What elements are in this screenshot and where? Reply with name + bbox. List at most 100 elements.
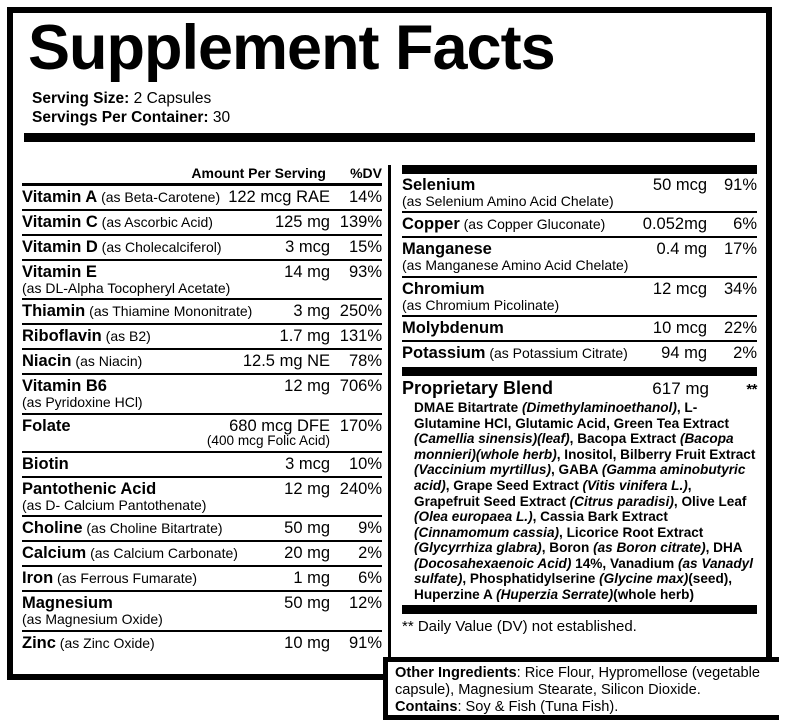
- other-ingredients-line: Other Ingredients: Rice Flour, Hypromell…: [395, 665, 773, 699]
- nutrient-row: Niacin (as Niacin) 12.5 mg NE 78%: [22, 348, 382, 373]
- nutrient-amount: 12 mg: [284, 377, 330, 396]
- nutrient-subamount: (400 mcg Folic Acid): [206, 432, 330, 448]
- nutrient-name: Manganese: [402, 240, 492, 259]
- blend-amount: 617 mg: [652, 379, 709, 399]
- nutrient-source: (as Calcium Carbonate): [86, 545, 238, 562]
- nutrient-dv: 170%: [339, 416, 382, 435]
- nutrient-source: (as Copper Gluconate): [459, 216, 606, 233]
- dv-footnote: ** Daily Value (DV) not established.: [402, 618, 637, 636]
- contains-label: Contains: [395, 698, 458, 715]
- nutrient-dv: 139%: [339, 213, 382, 231]
- nutrient-amount: 12 mg: [284, 479, 330, 498]
- nutrient-name: Vitamin B6: [22, 377, 107, 396]
- nutrient-source: (as Choline Bitartrate): [82, 520, 223, 537]
- nutrient-amount: 12 mcg: [652, 279, 707, 298]
- nutrient-amount: 50 mg: [284, 594, 330, 613]
- nutrient-row: Folate 680 mcg DFE 170% (400 mcg Folic Acid…: [22, 412, 382, 451]
- nutrient-name: Iron (as Ferrous Fumarate): [22, 569, 198, 588]
- nutrient-amount: 0.4 mg: [656, 240, 707, 259]
- nutrient-column-right: Selenium 50 mcg 91% (as Selenium Amino Acid…: [388, 165, 758, 670]
- contains-line: Contains: Soy & Fish (Tuna Fish).: [395, 699, 773, 716]
- nutrient-amount: 1 mg: [293, 569, 330, 588]
- nutrient-amount: 12.5 mg NE: [242, 352, 330, 371]
- proprietary-blend-header: Proprietary Blend 617 mg **: [402, 378, 758, 399]
- nutrient-name: Thiamin (as Thiamine Mononitrate): [22, 302, 253, 321]
- other-ingredients-label: Other Ingredients: [395, 665, 517, 681]
- header-divider-bar: [24, 132, 755, 142]
- nutrient-name: Vitamin D (as Cholecalciferol): [22, 238, 222, 256]
- nutrient-dv: 12%: [348, 594, 382, 613]
- blend-ingredients: DMAE Bitartrate (Dimethylaminoethanol), …: [414, 400, 756, 602]
- nutrient-amount: 20 mg: [284, 544, 330, 563]
- nutrient-dv: 91%: [348, 633, 382, 652]
- nutrient-dv: 78%: [348, 352, 382, 371]
- nutrient-source: (as Ascorbic Acid): [97, 214, 213, 230]
- nutrient-name: Vitamin E: [22, 263, 97, 281]
- blend-title: Proprietary Blend: [402, 378, 554, 399]
- nutrient-subsource: (as DL-Alpha Tocopheryl Acetate): [22, 280, 231, 296]
- nutrient-name: Potassium (as Potassium Citrate): [402, 344, 628, 363]
- other-ingredients-box: Other Ingredients: Rice Flour, Hypromell…: [383, 657, 779, 720]
- nutrient-row: Calcium (as Calcium Carbonate) 20 mg 2%: [22, 540, 382, 565]
- nutrient-row: Vitamin B6 12 mg 706% (as Pyridoxine HCl): [22, 373, 382, 412]
- nutrient-row: Choline (as Choline Bitartrate) 50 mg 9%: [22, 515, 382, 540]
- nutrient-amount: 10 mg: [284, 633, 330, 652]
- nutrient-dv: 6%: [733, 215, 757, 234]
- nutrient-dv: 706%: [339, 377, 382, 396]
- nutrient-name: Calcium (as Calcium Carbonate): [22, 544, 238, 563]
- nutrient-subsource: (as Selenium Amino Acid Chelate): [402, 193, 614, 209]
- dv-header: %DV: [350, 165, 382, 181]
- nutrient-amount: 14 mg: [284, 263, 330, 281]
- nutrient-row: Vitamin A (as Beta-Carotene) 122 mcg RAE 1…: [22, 186, 382, 209]
- nutrient-dv: 93%: [348, 263, 382, 281]
- other-ingredients-text: : Rice Flour, Hypromellose (vegetable ca…: [395, 665, 760, 698]
- serving-size-line: Serving Size: 2 Capsules: [32, 90, 757, 109]
- nutrient-dv: 17%: [723, 240, 757, 259]
- nutrient-dv: 14%: [348, 188, 382, 206]
- nutrient-name: Pantothenic Acid: [22, 479, 157, 498]
- nutrient-name: Choline (as Choline Bitartrate): [22, 519, 223, 538]
- right-nutrient-rows: Selenium 50 mcg 91% (as Selenium Amino Acid…: [402, 174, 757, 365]
- nutrient-amount: 3 mcg: [285, 238, 330, 256]
- contains-text: : Soy & Fish (Tuna Fish).: [457, 698, 619, 715]
- nutrient-dv: 250%: [339, 302, 382, 321]
- nutrient-amount: 50 mcg: [652, 176, 707, 194]
- left-nutrient-rows: Vitamin A (as Beta-Carotene) 122 mcg RAE 1…: [22, 186, 382, 655]
- nutrient-row: Pantothenic Acid 12 mg 240% (as D- Calcium …: [22, 475, 382, 515]
- nutrient-row: Thiamin (as Thiamine Mononitrate) 3 mg 250…: [22, 298, 382, 323]
- page-title: Supplement Facts: [28, 13, 556, 83]
- nutrient-row: Selenium 50 mcg 91% (as Selenium Amino Acid…: [402, 174, 757, 211]
- nutrient-dv: 9%: [358, 519, 382, 538]
- nutrient-source: (as Ferrous Fumarate): [53, 570, 198, 587]
- nutrient-row: Vitamin E 14 mg 93% (as DL-Alpha Tocopheryl…: [22, 259, 382, 298]
- servings-per-container-label: Servings Per Container:: [32, 108, 209, 126]
- nutrient-source: (as Thiamine Mononitrate): [85, 303, 253, 320]
- nutrient-dv: 131%: [339, 327, 382, 346]
- nutrient-subsource: (as Pyridoxine HCl): [22, 394, 143, 411]
- servings-per-container-line: Servings Per Container: 30: [32, 109, 757, 128]
- supplement-facts-main-box: Supplement Facts Serving Size: 2 Capsule…: [7, 7, 772, 680]
- nutrient-name: Magnesium: [22, 594, 113, 613]
- nutrient-source: (as Cholecalciferol): [97, 239, 222, 255]
- nutrient-source: (as Potassium Citrate): [485, 345, 628, 362]
- nutrient-row: Manganese 0.4 mg 17% (as Manganese Amino Ac…: [402, 236, 757, 275]
- serving-size-label: Serving Size:: [32, 89, 130, 107]
- nutrient-row: Magnesium 50 mg 12% (as Magnesium Oxide): [22, 590, 382, 629]
- nutrient-name: Molybdenum: [402, 319, 504, 338]
- nutrient-name: Biotin: [22, 454, 69, 473]
- serving-size-value: 2 Capsules: [133, 89, 212, 107]
- nutrient-name: Zinc (as Zinc Oxide): [22, 633, 155, 652]
- nutrient-subsource: (as Chromium Picolinate): [402, 296, 560, 313]
- nutrient-subsource: (as Manganese Amino Acid Chelate): [402, 257, 629, 274]
- nutrient-subsource: (as D- Calcium Pantothenate): [22, 496, 207, 513]
- nutrient-name: Riboflavin (as B2): [22, 327, 151, 346]
- nutrient-amount: 125 mg: [274, 213, 330, 231]
- nutrient-name: Niacin (as Niacin): [22, 352, 143, 371]
- nutrient-source: (as B2): [101, 328, 151, 345]
- nutrient-row: Copper (as Copper Gluconate) 0.052mg 6%: [402, 211, 757, 236]
- nutrient-row: Vitamin C (as Ascorbic Acid) 125 mg 139%: [22, 209, 382, 234]
- nutrient-dv: 34%: [723, 279, 757, 298]
- nutrient-dv: 22%: [723, 319, 757, 338]
- nutrient-amount: 10 mcg: [652, 319, 707, 338]
